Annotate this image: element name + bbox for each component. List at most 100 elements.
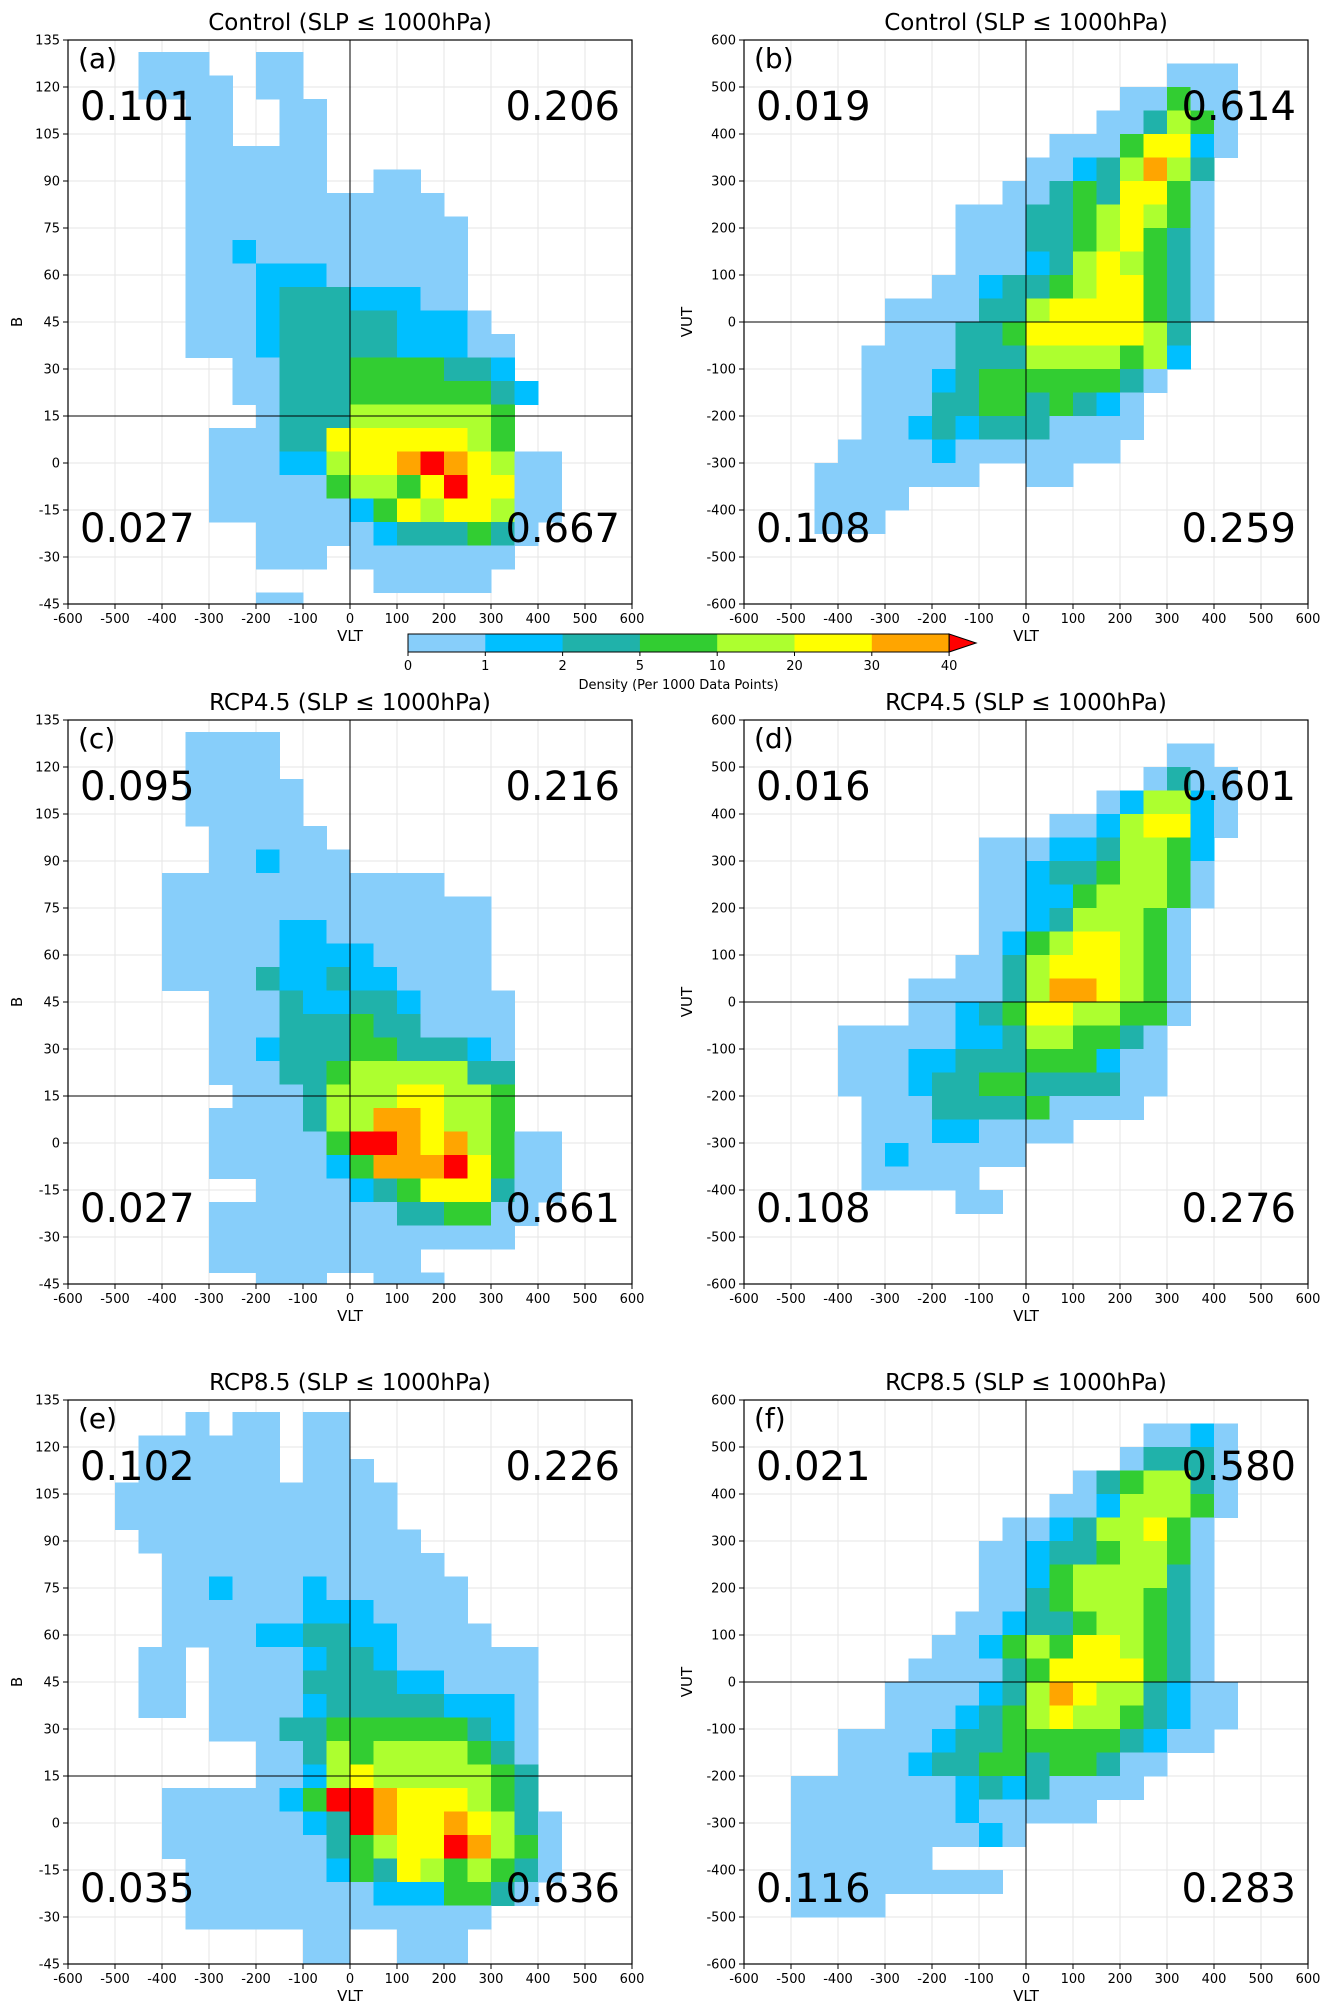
- heatmap-cell: [1143, 1729, 1168, 1754]
- x-tick-label: 200: [1108, 1972, 1133, 1987]
- heatmap-cell: [491, 1881, 516, 1906]
- heatmap-cell: [279, 849, 351, 874]
- y-tick-label: -400: [706, 1864, 736, 1879]
- heatmap-cell: [185, 755, 281, 780]
- heatmap-cell: [1167, 1588, 1192, 1613]
- colorbar-tick-label: 40: [941, 659, 958, 674]
- x-tick-label: 200: [432, 1972, 457, 1987]
- heatmap-cell: [303, 1411, 351, 1436]
- heatmap-cell: [162, 943, 281, 968]
- heatmap-cell: [838, 1025, 957, 1050]
- heatmap-cell: [1049, 908, 1074, 933]
- heatmap-cell: [279, 286, 351, 311]
- heatmap-cell: [1073, 1025, 1121, 1050]
- heatmap-cell: [861, 1096, 933, 1121]
- heatmap-cell: [838, 439, 933, 464]
- heatmap-cell: [350, 1670, 398, 1695]
- heatmap-cell: [838, 1752, 910, 1777]
- heatmap-cell: [1120, 369, 1145, 394]
- heatmap-cell: [1143, 931, 1168, 956]
- y-tick-label: 135: [35, 1394, 60, 1409]
- heatmap-cell: [1214, 110, 1239, 135]
- heatmap-cell: [1096, 181, 1121, 206]
- heatmap-cell: [514, 474, 563, 499]
- heatmap-cell: [209, 1646, 304, 1671]
- heatmap-cell: [326, 1717, 351, 1742]
- heatmap-cell: [373, 1787, 398, 1812]
- heatmap-cell: [791, 1823, 980, 1848]
- heatmap-cell: [279, 1037, 351, 1062]
- heatmap-cell: [1190, 814, 1215, 839]
- heatmap-cell: [979, 1025, 1004, 1050]
- heatmap-cell: [955, 1729, 980, 1754]
- y-tick-label: 60: [43, 949, 60, 964]
- colorbar-segment: [871, 634, 950, 652]
- heatmap-cell: [1120, 1025, 1145, 1050]
- heatmap-cell: [115, 1482, 375, 1507]
- heatmap-cell: [1096, 204, 1121, 229]
- heatmap-cell: [1120, 931, 1145, 956]
- x-tick-label: 400: [526, 1972, 551, 1987]
- heatmap-cell: [326, 1060, 351, 1085]
- heatmap-cell: [303, 1952, 351, 1964]
- x-tick-label: 300: [1155, 1972, 1180, 1987]
- x-tick-label: 0: [1022, 1972, 1030, 1987]
- heatmap-cell: [350, 1131, 398, 1156]
- heatmap-cell: [350, 990, 398, 1015]
- heatmap-cell: [908, 1752, 933, 1777]
- heatmap-cell: [1002, 1658, 1027, 1683]
- heatmap-cell: [350, 1717, 398, 1742]
- heatmap-cell: [256, 521, 375, 546]
- y-tick-label: 45: [43, 996, 60, 1011]
- heatmap-cell: [209, 451, 281, 476]
- heatmap-cell: [1026, 1072, 1074, 1097]
- heatmap-cells: [838, 743, 1239, 1215]
- y-tick-label: 90: [43, 175, 60, 190]
- heatmap-cell: [955, 955, 1004, 980]
- heatmap-cell: [397, 966, 492, 991]
- x-tick-label: -500: [776, 612, 806, 627]
- heatmap-cell: [1049, 1658, 1145, 1683]
- heatmap-cell: [373, 1623, 398, 1648]
- x-tick-label: 300: [479, 1292, 504, 1307]
- colorbar-segment: [717, 634, 795, 652]
- heatmap-cell: [861, 345, 957, 370]
- heatmap-cell: [1214, 1470, 1239, 1495]
- heatmap-cell: [1167, 931, 1192, 956]
- heatmap-cell: [232, 1576, 304, 1601]
- heatmap-cell: [1120, 1752, 1168, 1777]
- y-tick-label: 500: [711, 81, 736, 96]
- heatmap-cell: [1143, 767, 1168, 792]
- heatmap-cell: [162, 1552, 445, 1577]
- heatmap-cell: [538, 1811, 563, 1836]
- heatmap-cell: [1002, 1682, 1027, 1707]
- heatmap-cell: [1049, 416, 1121, 441]
- heatmap-cell: [491, 1740, 516, 1765]
- heatmap-cell: [1120, 1072, 1168, 1097]
- heatmap-cell: [1002, 1635, 1027, 1660]
- heatmap-cell: [885, 322, 957, 347]
- heatmap-cell: [1096, 1517, 1145, 1542]
- heatmap-cell: [1214, 814, 1239, 839]
- heatmap-cell: [256, 51, 304, 76]
- heatmap-cell: [979, 884, 1027, 909]
- heatmap-cell: [138, 1646, 187, 1671]
- heatmap-cell: [979, 298, 1027, 323]
- heatmap-cell: [1167, 181, 1192, 206]
- heatmap-cell: [1026, 298, 1051, 323]
- y-tick-label: 120: [35, 81, 60, 96]
- heatmap-cell: [955, 439, 1121, 464]
- heatmap-cell: [932, 369, 957, 394]
- heatmap-cell: [1143, 345, 1168, 370]
- heatmap-cell: [279, 427, 328, 452]
- heatmap-cell: [1190, 157, 1215, 182]
- x-axis-label: VLT: [337, 1307, 364, 1325]
- heatmap-cell: [1143, 1423, 1192, 1448]
- y-tick-label: 400: [711, 1488, 736, 1503]
- heatmap-cell: [1049, 392, 1074, 417]
- heatmap-cell: [326, 451, 351, 476]
- heatmap-cell: [1026, 1541, 1051, 1566]
- heatmap-cell: [514, 1858, 539, 1883]
- heatmap-cell: [1026, 1682, 1051, 1707]
- heatmap-cell: [373, 1060, 469, 1085]
